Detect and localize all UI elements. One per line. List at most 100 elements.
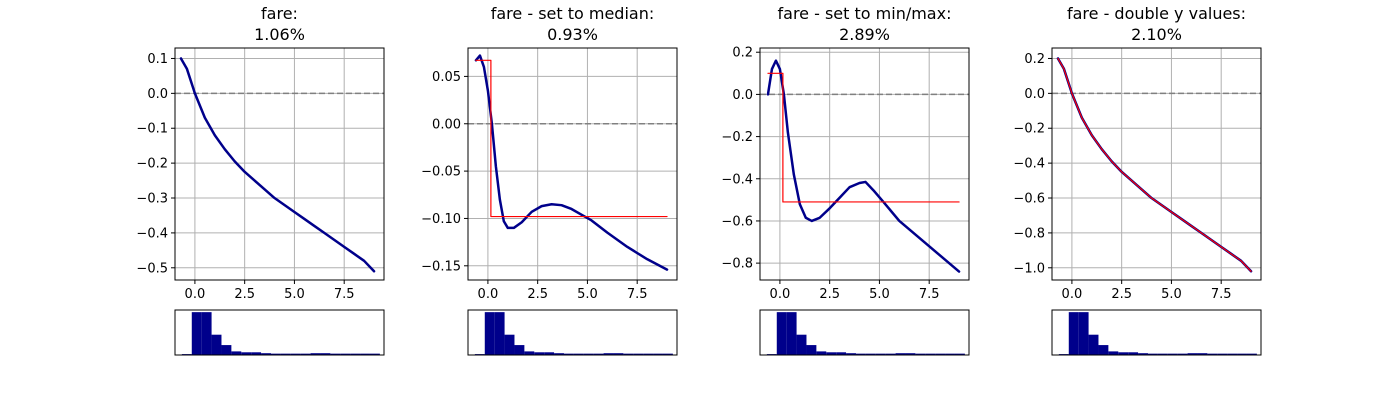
- histogram-bar: [905, 353, 916, 355]
- histogram-bar: [360, 353, 370, 355]
- histogram-bar: [846, 353, 856, 355]
- y-tick-label: −0.4: [1013, 157, 1045, 172]
- chart-subtitle: 2.89%: [839, 25, 890, 44]
- plot-frame: [759, 47, 970, 281]
- histogram-bar: [1197, 353, 1208, 355]
- histogram-bar: [776, 312, 787, 355]
- histogram-frame: [174, 309, 385, 356]
- histogram-bar: [836, 352, 847, 355]
- y-tick-label: −0.05: [421, 165, 461, 180]
- histogram-bar: [494, 312, 505, 355]
- x-tick-label: 5.0: [577, 287, 598, 302]
- y-tick-label: 0.00: [432, 117, 461, 132]
- histogram-bar: [796, 334, 807, 355]
- histogram-bar: [895, 353, 906, 355]
- histogram-bar: [1068, 312, 1079, 355]
- x-tick-label: 5.0: [1161, 287, 1182, 302]
- histogram-bar: [1118, 352, 1129, 355]
- histogram-bar: [1147, 353, 1158, 355]
- histogram-bar: [261, 353, 271, 355]
- y-tick-label: −0.6: [1013, 192, 1045, 207]
- x-tick-label: 0.0: [185, 287, 206, 302]
- y-tick-label: −0.4: [136, 226, 168, 241]
- y-tick-label: −0.8: [1013, 226, 1045, 241]
- x-tick-label: 2.5: [1111, 287, 1132, 302]
- histogram-bar: [875, 353, 886, 355]
- y-tick-label: 0.0: [1024, 87, 1045, 102]
- histogram-bar: [290, 353, 301, 355]
- histogram-bar: [826, 352, 837, 355]
- histogram-bar: [603, 353, 614, 355]
- histogram-bar: [593, 353, 604, 355]
- histogram-bar: [350, 353, 361, 355]
- histogram-frame: [467, 309, 678, 356]
- histogram-bar: [369, 353, 380, 355]
- y-tick-label: 0.0: [147, 87, 168, 102]
- histogram-bar: [573, 353, 584, 355]
- histogram-bar: [534, 352, 545, 355]
- histogram-frame: [1051, 309, 1262, 356]
- histogram-bar: [554, 353, 564, 355]
- x-tick-label: 7.5: [919, 287, 940, 302]
- histogram-bar: [221, 345, 232, 355]
- histogram-bar: [211, 334, 222, 355]
- histogram-bar: [1217, 353, 1228, 355]
- y-tick-label: −0.2: [136, 157, 168, 172]
- y-tick-label: −0.15: [421, 259, 461, 274]
- histogram-bar: [623, 353, 634, 355]
- histogram-bar: [816, 351, 827, 355]
- histogram-bar: [484, 312, 495, 355]
- x-tick-label: 5.0: [869, 287, 890, 302]
- histogram-bar: [1246, 353, 1257, 355]
- histogram-bar: [865, 353, 876, 355]
- y-tick-label: −0.2: [1013, 122, 1045, 137]
- histogram-bar: [613, 353, 624, 355]
- y-tick-label: −0.1: [136, 122, 168, 137]
- histogram-bar: [643, 353, 654, 355]
- x-tick-label: 7.5: [627, 287, 648, 302]
- x-tick-label: 7.5: [1211, 287, 1232, 302]
- histogram-bar: [935, 353, 946, 355]
- histogram-bar: [945, 353, 955, 355]
- histogram-bar: [1167, 353, 1178, 355]
- x-tick-label: 0.0: [478, 287, 499, 302]
- histogram-bar: [330, 353, 341, 355]
- series-line-main: [474, 54, 669, 271]
- histogram-bar: [653, 353, 663, 355]
- chart-subtitle: 2.10%: [1131, 25, 1182, 44]
- chart-panel: fare - set to median: 0.93% 0.0 2.5 5.0 7.5 0.…: [421, 4, 678, 356]
- histogram-bar: [1187, 353, 1198, 355]
- histogram-bar: [310, 353, 321, 355]
- y-tick-label: −0.6: [721, 214, 753, 229]
- histogram-frame: [759, 309, 970, 356]
- histogram-bar: [231, 351, 242, 355]
- x-tick-label: 2.5: [527, 287, 548, 302]
- chart-panel: fare - set to min/max: 2.89% 0.0 2.5 5.0 7.5 0…: [721, 4, 970, 356]
- histogram-bar: [954, 353, 965, 355]
- histogram-bar: [806, 345, 817, 355]
- histogram-bar: [925, 353, 936, 355]
- histogram-bar: [191, 312, 202, 355]
- y-tick-label: 0.2: [732, 46, 753, 61]
- series-line-reference: [767, 72, 960, 203]
- histogram-bar: [280, 353, 291, 355]
- y-tick-label: 0.05: [432, 70, 461, 85]
- series-line-main: [179, 57, 376, 273]
- histogram-bar: [340, 353, 351, 355]
- x-tick-label: 2.5: [819, 287, 840, 302]
- chart-panel: fare - double y values: 2.10% 0.0 2.5 5.0 7.5…: [1013, 4, 1262, 356]
- histogram-bar: [885, 353, 896, 355]
- histogram-bar: [1088, 334, 1099, 355]
- series-line-reference: [1057, 57, 1252, 272]
- y-tick-label: −0.5: [136, 261, 168, 276]
- histogram-bar: [251, 352, 262, 355]
- histogram-bar: [662, 353, 673, 355]
- y-tick-label: 0.1: [147, 52, 168, 67]
- histogram-bar: [524, 351, 535, 355]
- histogram-bar: [1177, 353, 1188, 355]
- histogram-bar: [1078, 312, 1089, 355]
- x-tick-label: 0.0: [770, 287, 791, 302]
- series-line-reference: [475, 59, 668, 218]
- y-tick-label: 0.2: [1024, 52, 1045, 67]
- histogram-bar: [633, 353, 644, 355]
